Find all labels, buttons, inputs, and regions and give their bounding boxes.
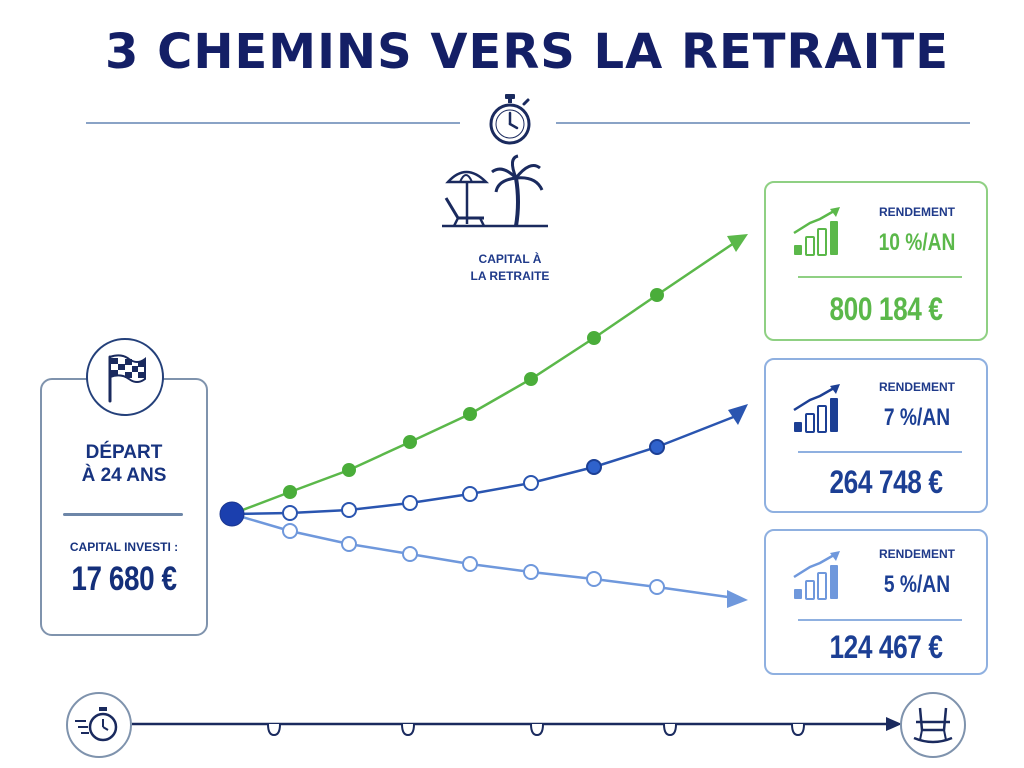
path-7-percent [231,414,737,516]
rate-value: 7 %/AN [883,404,951,431]
rendement-label: RENDEMENT [878,547,955,561]
checkered-flag-icon [108,354,146,403]
timeline-tick [401,723,415,737]
arrow-7-percent [728,404,748,425]
point [462,556,478,572]
point [341,536,357,552]
capital-invested-value: 17 680 € [71,560,177,598]
capital-label: CAPITAL À LA RETRAITE [445,251,575,285]
start-title: DÉPART À 24 ANS [40,441,208,487]
result-divider [798,619,962,621]
point [341,502,357,518]
rendement-label: RENDEMENT [878,205,955,219]
point [463,407,477,421]
page-title: 3 CHEMINS VERS LA RETRAITE [105,24,949,80]
result-divider [798,276,962,278]
point [282,505,298,521]
point [649,439,665,455]
growth-chart-icon [793,384,840,433]
start-title-line1: DÉPART [85,442,163,463]
start-divider [63,513,183,516]
timeline-tick [663,723,677,737]
point [402,495,418,511]
point [282,523,298,539]
growth-chart-icon [793,551,840,600]
start-card [40,378,208,636]
title-rule-left [86,122,460,124]
rate-value: 5 %/AN [883,571,951,598]
path-10-percent-points [283,288,664,499]
result-card-10-percent: RENDEMENT 10 %/AN 800 184 € [764,181,988,341]
point [650,288,664,302]
capital-label-line1: CAPITAL À [478,252,542,266]
point [524,372,538,386]
point [586,459,602,475]
path-10-percent [231,239,738,516]
point [342,463,356,477]
growth-chart-icon [793,207,840,256]
timeline-tick [791,723,805,737]
point [523,475,539,491]
result-card-7-percent: RENDEMENT 7 %/AN 264 748 € [764,358,988,513]
stopwatch-icon [489,94,531,145]
point [586,571,602,587]
path-7-percent-points [282,439,665,521]
timeline [132,717,902,737]
point [283,485,297,499]
point [403,435,417,449]
point [402,546,418,562]
capital-value: 264 748 € [829,464,943,500]
capital-invested-label: CAPITAL INVESTI : [69,540,179,554]
timeline-tick [267,723,281,737]
rate-value: 10 %/AN [878,229,956,256]
origin-point [219,501,245,527]
rendement-label: RENDEMENT [878,380,955,394]
capital-value: 800 184 € [829,291,943,327]
start-title-line2: À 24 ANS [81,465,167,486]
flag-circle [86,338,164,416]
timeline-tick [530,723,544,737]
rocking-chair-icon [900,692,966,758]
beach-palm-icon [442,154,548,228]
capital-value: 124 467 € [829,629,943,665]
capital-label-line2: LA RETRAITE [470,269,550,283]
fast-stopwatch-icon [66,692,132,758]
result-card-5-percent: RENDEMENT 5 %/AN 124 467 € [764,529,988,675]
result-divider [798,451,962,453]
arrow-5-percent [727,590,748,608]
path-5-percent-points [282,523,665,595]
arrow-10-percent [727,234,748,252]
point [649,579,665,595]
title-rule-right [556,122,970,124]
point [462,486,478,502]
point [587,331,601,345]
point [523,564,539,580]
